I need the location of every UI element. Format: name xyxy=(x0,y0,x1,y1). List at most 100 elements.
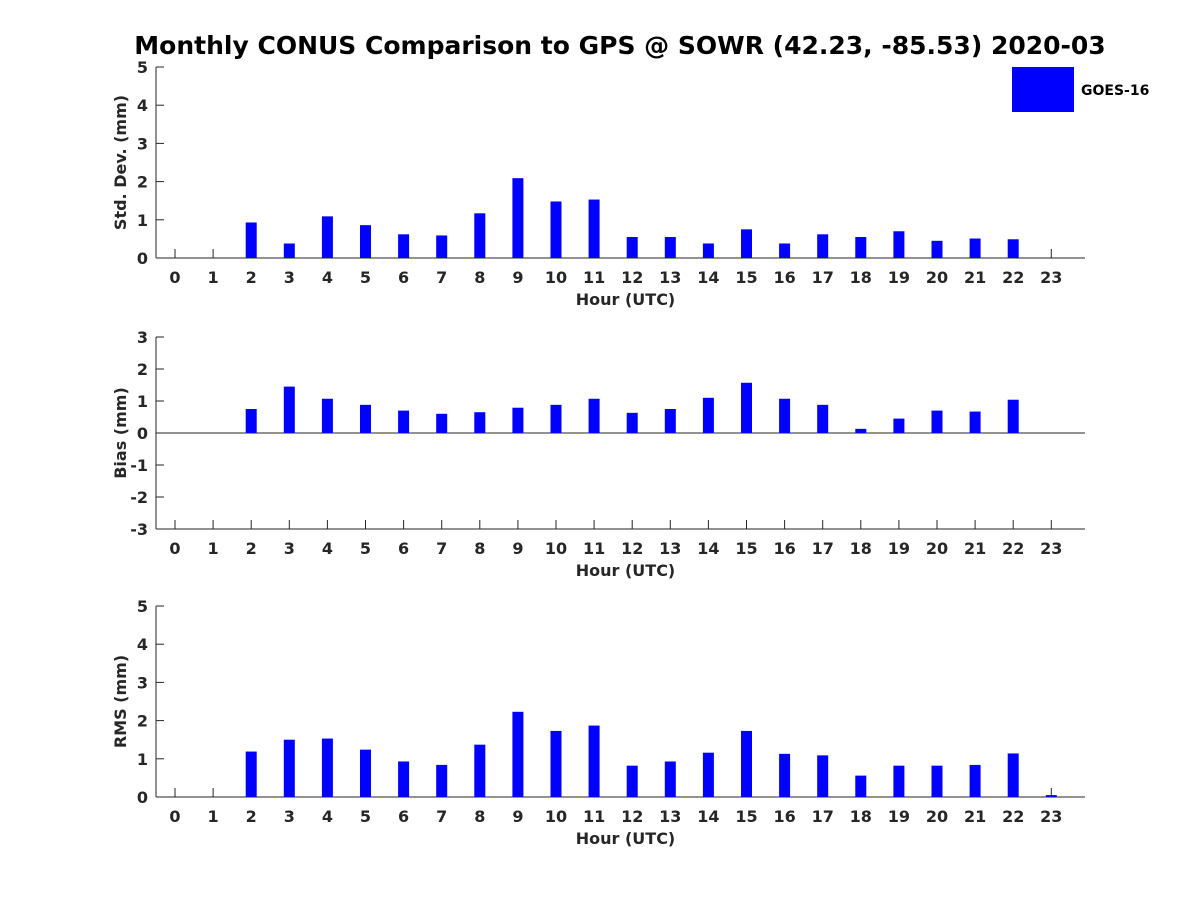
bar-hour-14 xyxy=(702,243,714,258)
x-tick-label: 11 xyxy=(583,539,605,558)
bar-hour-5 xyxy=(360,749,371,797)
x-tick-label: 4 xyxy=(322,807,333,826)
x-tick-label: 10 xyxy=(545,539,567,558)
bar-hour-18 xyxy=(855,775,867,797)
bar-hour-18 xyxy=(855,428,867,433)
x-tick-label: 20 xyxy=(926,807,948,826)
x-tick-label: 15 xyxy=(735,268,757,287)
bar-hour-12 xyxy=(626,236,638,258)
x-tick-label: 9 xyxy=(512,268,523,287)
x-axis-label: Hour (UTC) xyxy=(576,290,676,309)
y-tick-label: -3 xyxy=(130,520,148,539)
x-tick-label: 16 xyxy=(773,268,795,287)
bar-hour-10 xyxy=(550,201,562,258)
bar-hour-6 xyxy=(398,234,410,258)
x-tick-label: 6 xyxy=(398,539,409,558)
bar-hour-15 xyxy=(741,382,752,433)
x-tick-label: 7 xyxy=(436,807,447,826)
x-tick-label: 9 xyxy=(512,539,523,558)
bar-hour-21 xyxy=(969,411,981,433)
y-tick-label: 2 xyxy=(137,173,148,192)
x-tick-label: 22 xyxy=(1002,807,1024,826)
y-tick-label: 0 xyxy=(137,424,148,443)
y-tick-label: 5 xyxy=(137,597,148,616)
y-tick-label: -2 xyxy=(130,488,148,507)
bar-hour-17 xyxy=(817,404,829,433)
x-tick-label: 3 xyxy=(284,268,295,287)
bar-hour-9 xyxy=(512,178,524,258)
x-axis-label: Hour (UTC) xyxy=(576,561,676,580)
x-tick-label: 14 xyxy=(697,268,719,287)
x-tick-label: 0 xyxy=(169,539,180,558)
x-tick-label: 12 xyxy=(621,268,643,287)
bar-hour-4 xyxy=(321,216,333,258)
bar-hour-8 xyxy=(474,213,486,258)
x-tick-label: 5 xyxy=(360,807,371,826)
x-tick-label: 21 xyxy=(964,268,986,287)
bar-hour-8 xyxy=(474,412,486,433)
bar-hour-8 xyxy=(474,744,486,797)
bar-hour-7 xyxy=(436,235,448,258)
x-tick-label: 1 xyxy=(208,807,219,826)
bar-hour-18 xyxy=(855,236,867,258)
x-tick-label: 18 xyxy=(850,539,872,558)
chart-title: Monthly CONUS Comparison to GPS @ SOWR (… xyxy=(134,31,1105,60)
x-tick-label: 3 xyxy=(284,539,295,558)
y-tick-label: 0 xyxy=(137,249,148,268)
bar-hour-19 xyxy=(893,765,905,797)
y-tick-label: 5 xyxy=(137,58,148,77)
x-tick-label: 4 xyxy=(322,539,333,558)
bar-hour-4 xyxy=(321,398,333,433)
x-tick-label: 7 xyxy=(436,268,447,287)
y-tick-label: 2 xyxy=(137,360,148,379)
legend: GOES-16 xyxy=(1012,67,1149,112)
x-tick-label: 23 xyxy=(1040,268,1062,287)
x-tick-label: 20 xyxy=(926,539,948,558)
bar-hour-16 xyxy=(779,398,791,433)
bar-hour-7 xyxy=(436,764,448,797)
x-tick-label: 10 xyxy=(545,268,567,287)
bar-hour-12 xyxy=(626,765,638,797)
x-tick-label: 11 xyxy=(583,268,605,287)
x-tick-label: 23 xyxy=(1040,539,1062,558)
y-tick-label: 3 xyxy=(137,134,148,153)
bar-hour-3 xyxy=(283,386,295,433)
x-tick-label: 15 xyxy=(735,807,757,826)
bar-hour-19 xyxy=(893,418,905,433)
bar-hour-6 xyxy=(398,410,410,433)
x-tick-label: 0 xyxy=(169,268,180,287)
legend-label: GOES-16 xyxy=(1081,83,1149,99)
bar-hour-23 xyxy=(1045,795,1057,797)
bar-hour-22 xyxy=(1007,753,1019,797)
bar-hour-11 xyxy=(588,398,600,433)
x-tick-label: 1 xyxy=(208,539,219,558)
bar-hour-12 xyxy=(626,412,638,433)
bar-hour-3 xyxy=(283,739,295,797)
x-tick-label: 19 xyxy=(888,268,910,287)
bar-hour-9 xyxy=(512,407,524,433)
y-tick-label: 1 xyxy=(137,392,148,411)
x-tick-label: 20 xyxy=(926,268,948,287)
bar-hour-20 xyxy=(931,240,943,258)
bar-hour-14 xyxy=(702,752,714,797)
x-tick-label: 14 xyxy=(697,807,719,826)
bar-hour-21 xyxy=(969,238,981,258)
x-tick-label: 5 xyxy=(360,539,371,558)
x-tick-label: 12 xyxy=(621,807,643,826)
x-tick-label: 13 xyxy=(659,268,681,287)
y-tick-label: 2 xyxy=(137,712,148,731)
y-axis-label: Std. Dev. (mm) xyxy=(111,95,130,230)
x-tick-label: 18 xyxy=(850,807,872,826)
bar-hour-11 xyxy=(588,725,600,797)
x-tick-label: 16 xyxy=(773,539,795,558)
y-tick-label: 0 xyxy=(137,788,148,807)
legend-swatch xyxy=(1012,67,1074,112)
y-tick-label: 4 xyxy=(137,635,148,654)
x-tick-label: 19 xyxy=(888,807,910,826)
x-tick-label: 19 xyxy=(888,539,910,558)
x-tick-label: 13 xyxy=(659,539,681,558)
x-tick-label: 16 xyxy=(773,807,795,826)
bar-hour-15 xyxy=(741,730,752,797)
